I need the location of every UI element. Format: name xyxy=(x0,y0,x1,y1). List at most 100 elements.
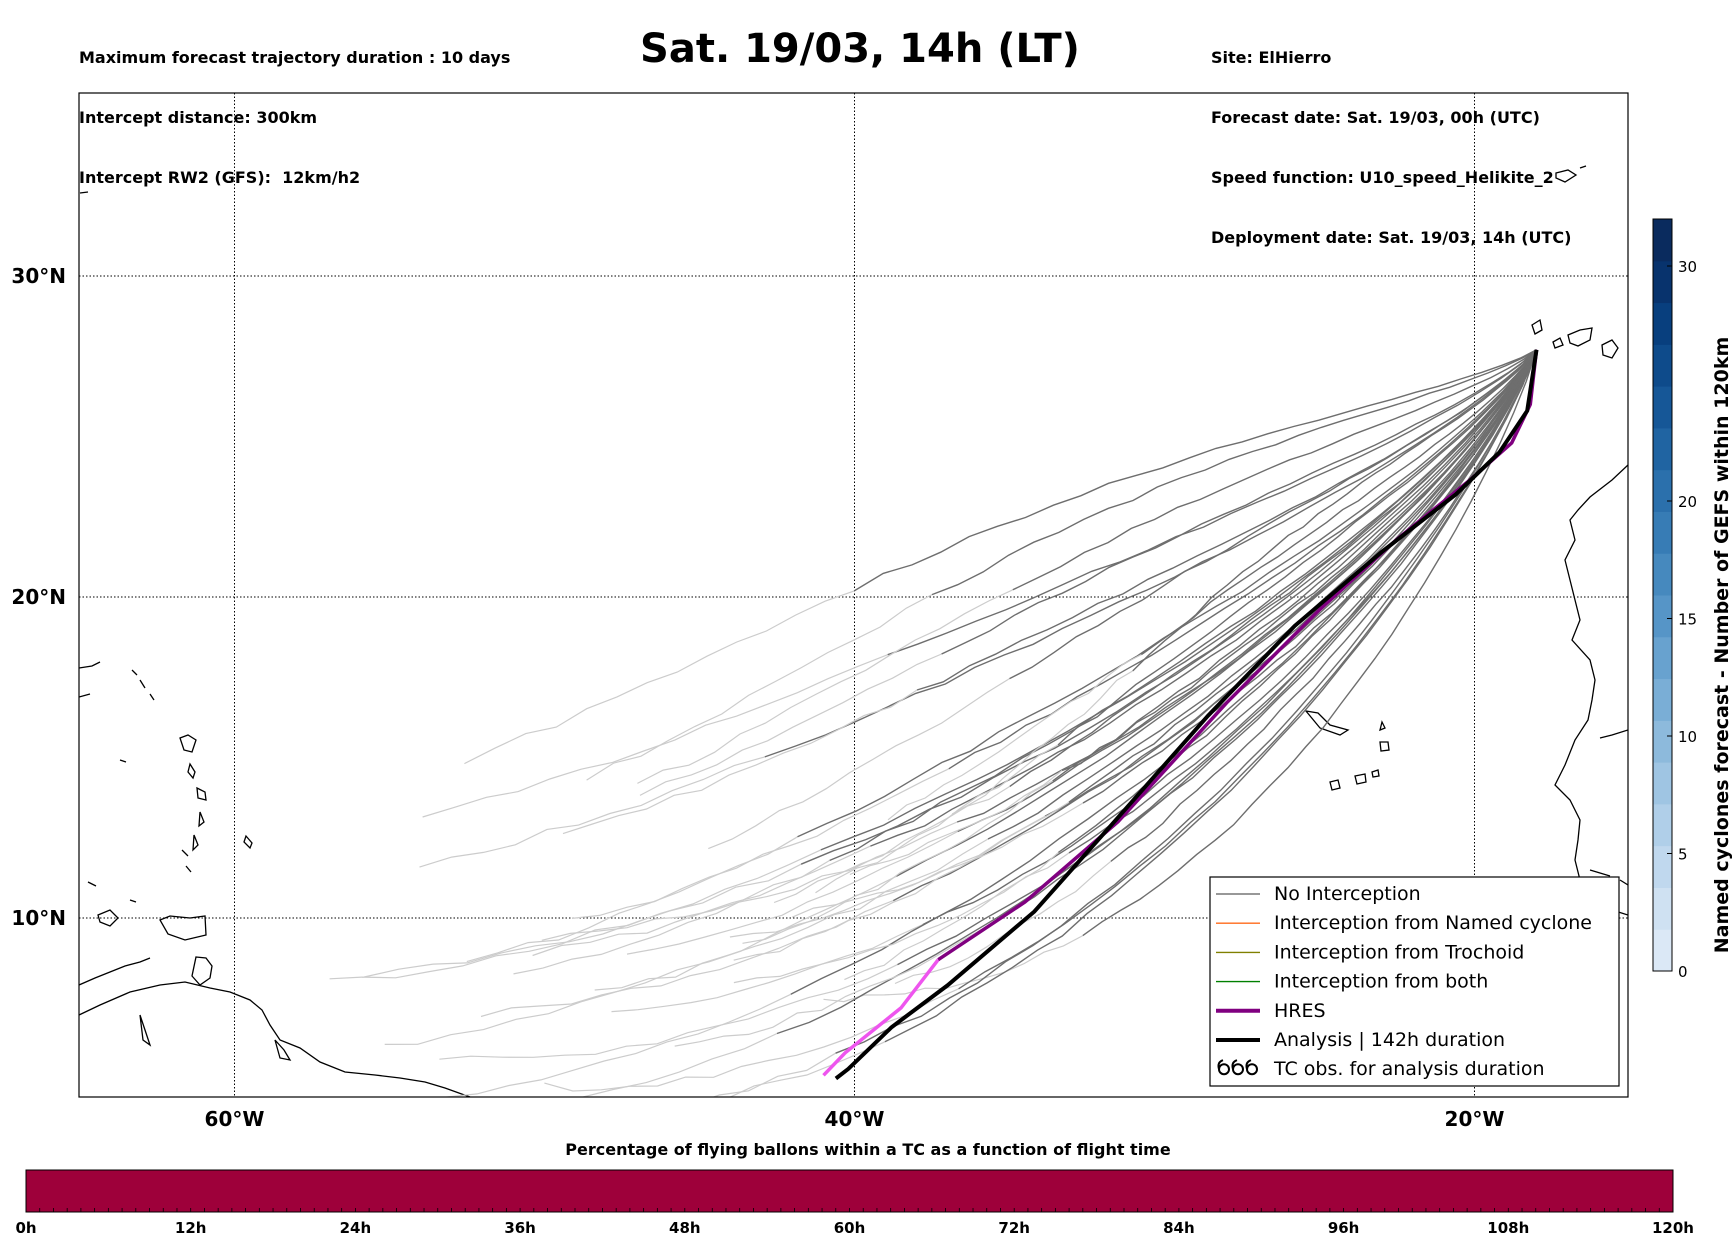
ensemble-trajectory-late xyxy=(329,863,802,980)
coastline-antilles xyxy=(119,759,192,873)
lon-tick-label: 40°W xyxy=(825,1107,885,1131)
cyclone-colorbar: 0 5 10 15 20 30 xyxy=(1652,218,1697,981)
ensemble-trajectory-late xyxy=(773,785,1011,904)
ensemble-trajectory-late xyxy=(586,594,933,781)
ensemble-trajectory-late xyxy=(580,1032,778,1097)
coastline-canary xyxy=(1531,318,1543,335)
hres-trajectory xyxy=(937,349,1539,962)
ensemble-trajectory-late xyxy=(823,935,1084,1003)
colorbar-segment xyxy=(1653,427,1672,471)
ensemble-trajectory-late xyxy=(480,900,894,1018)
main-trajectories xyxy=(822,349,1539,1081)
ensemble-trajectory-late xyxy=(815,744,1059,894)
legend-label: Analysis | 142h duration xyxy=(1274,1029,1505,1051)
ensemble-trajectory xyxy=(1012,349,1537,591)
legend-label: No Interception xyxy=(1274,883,1421,905)
ensemble-trajectory xyxy=(853,349,1537,592)
ensemble-trajectory xyxy=(887,349,1537,656)
header-right-line: Speed function: U10_speed_Helikite_2 xyxy=(1211,168,1554,187)
colorbar-tick-label: 20 xyxy=(1678,493,1697,511)
ensemble-trajectory xyxy=(1044,349,1538,817)
longitude-labels: 60°W 40°W 20°W xyxy=(205,1107,1505,1131)
cyclone-icon xyxy=(1217,1059,1258,1076)
ensemble-trajectory xyxy=(948,349,1538,770)
ensemble-trajectory-late xyxy=(733,801,1070,961)
legend-label: Interception from Trochoid xyxy=(1274,941,1524,963)
colorbar-segment xyxy=(1653,302,1672,345)
colorbar-tick-label: 5 xyxy=(1678,846,1688,864)
legend-label: HRES xyxy=(1274,1000,1326,1022)
ensemble-trajectory-late xyxy=(844,851,1059,981)
ensemble-trajectory xyxy=(829,349,1538,862)
flight-time-tick-label: 96h xyxy=(1328,1219,1360,1237)
ensemble-trajectory-late xyxy=(742,780,1053,944)
ensemble-trajectory xyxy=(1052,349,1538,782)
flight-time-tick-label: 48h xyxy=(669,1219,701,1237)
legend-label: Interception from Named cyclone xyxy=(1274,912,1592,934)
ensemble-trajectory xyxy=(1068,349,1538,854)
legend-label: TC obs. for analysis duration xyxy=(1273,1058,1545,1080)
ensemble-trajectory-late xyxy=(887,654,1142,821)
ensemble-trajectories xyxy=(329,349,1538,1097)
ensemble-trajectory xyxy=(892,349,1538,902)
coastline-antilles xyxy=(187,762,196,780)
ensemble-trajectory xyxy=(1057,349,1538,746)
colorbar-segment xyxy=(1653,845,1672,888)
ensemble-trajectory-late xyxy=(562,689,918,835)
colorbar-segment xyxy=(1653,887,1672,930)
colorbar-frame xyxy=(1652,218,1673,972)
header-left-line: Intercept distance: 300km xyxy=(79,108,318,127)
ensemble-trajectory xyxy=(958,349,1538,990)
coastline-africa-gambia xyxy=(1599,729,1628,739)
header-left-info: Maximum forecast trajectory duration : 1… xyxy=(79,8,510,208)
coastline-island xyxy=(97,909,119,927)
ensemble-trajectory xyxy=(1082,349,1538,804)
ensemble-trajectory-late xyxy=(639,653,942,796)
coastline-madeira xyxy=(1555,169,1578,183)
latitude-labels: 10°N 20°N 30°N xyxy=(11,264,66,930)
lon-tick-label: 20°W xyxy=(1445,1107,1505,1131)
ensemble-trajectory xyxy=(931,349,1537,596)
header-right-line: Forecast date: Sat. 19/03, 00h (UTC) xyxy=(1211,108,1540,127)
lat-tick-label: 10°N xyxy=(11,906,66,930)
flight-time-tick-label: 36h xyxy=(504,1219,536,1237)
ensemble-trajectory-late xyxy=(466,836,798,963)
colorbar-segment xyxy=(1653,929,1672,972)
colorbar-tick-label: 30 xyxy=(1678,258,1697,276)
ensemble-trajectory xyxy=(820,349,1538,851)
header-right-line: Deployment date: Sat. 19/03, 14h (UTC) xyxy=(1211,228,1572,247)
ensemble-trajectory xyxy=(956,349,1538,823)
ensemble-trajectory-late xyxy=(384,875,897,1045)
ensemble-trajectory xyxy=(1061,349,1538,772)
coastline-island xyxy=(159,915,207,941)
flight-time-colorbar: 0h 12h 24h 36h 48h 60h 72h 84h 96h 108h 120h xyxy=(15,1169,1694,1237)
coastline-antilles xyxy=(79,191,89,194)
ensemble-trajectory xyxy=(1009,349,1538,787)
coastline-africa xyxy=(1554,464,1628,916)
colorbar-segment xyxy=(1653,386,1672,429)
colorbar-segment xyxy=(1653,803,1672,847)
coastline-island xyxy=(274,1039,292,1061)
flight-time-tick-label: 72h xyxy=(998,1219,1030,1237)
legend: No Interception Interception from Named c… xyxy=(1209,876,1620,1087)
lon-tick-label: 60°W xyxy=(205,1107,265,1131)
colorbar-segment xyxy=(1653,720,1672,763)
ensemble-trajectory-late xyxy=(674,925,989,1047)
coastline-capeverde xyxy=(1379,720,1386,732)
colorbar-segment xyxy=(1653,219,1672,262)
colorbar-tick-label: 15 xyxy=(1678,611,1697,629)
ensemble-trajectory-late xyxy=(637,589,1014,784)
ensemble-trajectory-late xyxy=(951,670,1134,815)
coastline-antilles xyxy=(192,834,199,852)
flight-time-bar xyxy=(25,1169,1674,1213)
coastline-antilles xyxy=(196,786,207,801)
ensemble-trajectory-late xyxy=(422,654,888,818)
hres-trajectory-late xyxy=(822,958,940,1077)
coastline-antilles xyxy=(131,669,155,701)
coastline-canary xyxy=(1552,337,1564,349)
ensemble-trajectory xyxy=(897,349,1538,966)
analysis-trajectory xyxy=(834,349,1539,1081)
coastline-trinidad xyxy=(191,956,213,986)
header-left-line: Intercept RW2 (GFS): 12km/h2 xyxy=(79,168,361,187)
